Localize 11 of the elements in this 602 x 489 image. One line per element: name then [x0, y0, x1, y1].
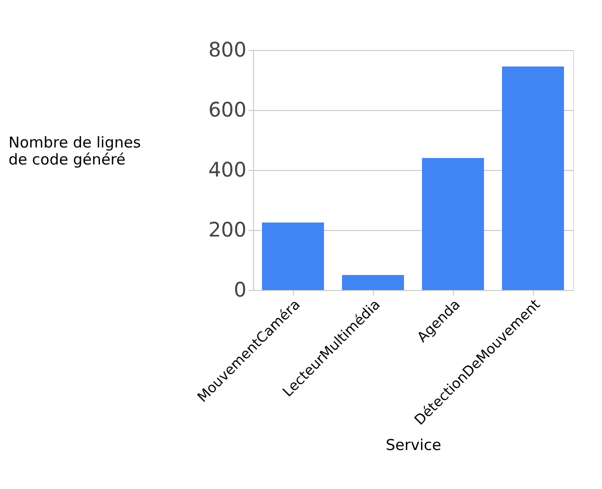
y-tick-label: 0	[234, 278, 246, 302]
bar	[422, 158, 484, 290]
y-tick-label: 400	[208, 158, 246, 182]
bar	[262, 222, 324, 290]
x-axis-title: Service	[386, 436, 442, 454]
y-tick-label: 600	[208, 98, 246, 122]
bar	[342, 275, 404, 290]
y-tick-label: 200	[208, 218, 246, 242]
y-axis-title: Nombre de lignes de code généré	[8, 134, 141, 168]
y-tick-label: 800	[208, 38, 246, 62]
bar	[502, 66, 564, 290]
